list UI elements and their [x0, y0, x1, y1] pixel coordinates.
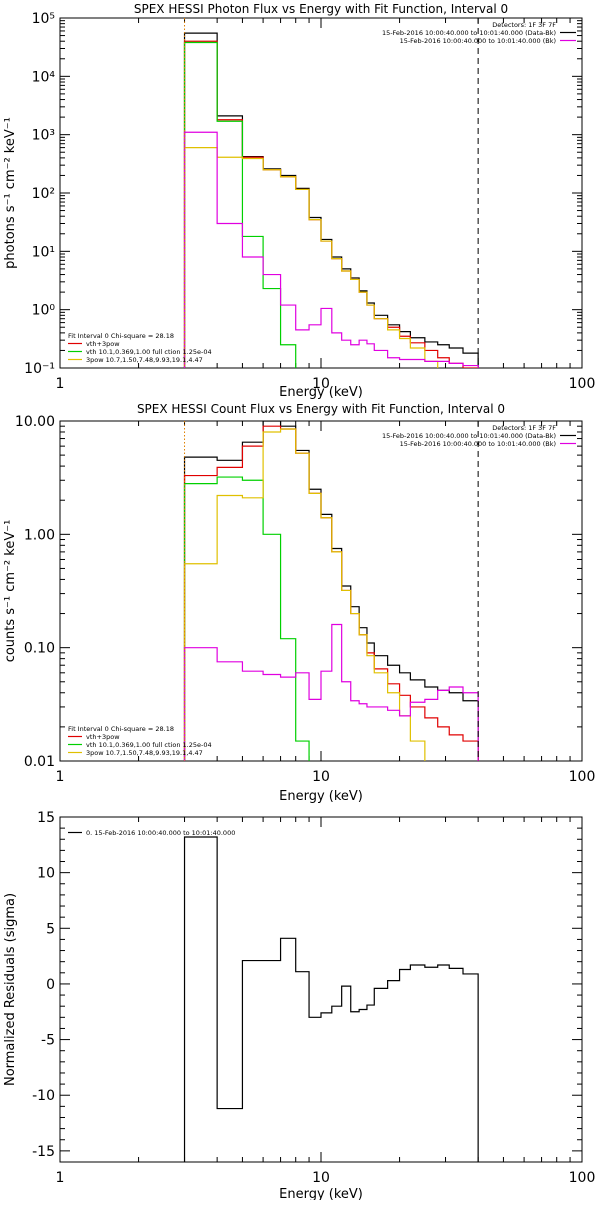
y-tick-label: -5: [41, 1033, 55, 1049]
series-vth-3pow: [183, 40, 479, 368]
x-tick-label: 1: [56, 1170, 65, 1186]
plot-area: [183, 421, 479, 761]
y-tick-label: 0.01: [24, 754, 55, 770]
x-axis-label: Energy (keV): [279, 789, 363, 804]
y-tick-label: 10⁴: [32, 69, 56, 85]
x-tick-label: 100: [569, 769, 596, 785]
x-tick-label: 10: [312, 376, 330, 392]
y-axis-label: Normalized Residuals (sigma): [3, 893, 18, 1086]
fit-legend-entry: Fit Interval 0 Chi-square = 28.18: [68, 725, 174, 733]
x-tick-label: 1: [56, 376, 65, 392]
y-tick-label: 10⁻¹: [24, 361, 55, 377]
y-tick-label: 10⁰: [32, 303, 56, 319]
series-data-bk: [183, 32, 479, 368]
y-axis-label: photons s⁻¹ cm⁻² keV⁻¹: [3, 117, 18, 269]
y-tick-label: 1.00: [24, 527, 55, 543]
x-axis-label: Energy (keV): [279, 385, 363, 400]
legend-entry: 0. 15-Feb-2016 10:00:40.000 to 10:01:40.…: [86, 829, 235, 837]
x-tick-label: 100: [569, 1170, 596, 1186]
legend-entry: 15-Feb-2016 10:00:40.000 to 10:01:40.000…: [382, 432, 556, 440]
fit-legend-entry: 3pow 10.7,1.50,7.48,9.93,19.1,4.47: [86, 356, 203, 364]
plot-frame: [59, 420, 583, 762]
y-tick-label: 0.10: [24, 641, 55, 657]
y-tick-label: 0: [46, 977, 55, 993]
legend-entry: Detectors: 1F 3F 7F: [492, 424, 556, 432]
series-bk: [183, 131, 479, 368]
plot-area: [183, 32, 479, 368]
x-axis-label: Energy (keV): [279, 1187, 363, 1200]
series-bk: [183, 623, 479, 761]
y-tick-label: 10³: [32, 128, 55, 144]
y-tick-label: 10: [37, 866, 55, 882]
fit-legend-entry: Fit Interval 0 Chi-square = 28.18: [68, 332, 174, 340]
y-tick-label: 10²: [32, 186, 55, 202]
legend-entry: 15-Feb-2016 10:00:40.000 to 10:01:40.000…: [400, 37, 556, 45]
chart-title: SPEX HESSI Count Flux vs Energy with Fit…: [137, 402, 505, 416]
y-tick-label: -15: [32, 1144, 55, 1160]
chart-panel-2: 1 10 100 0.01 0.10 1.00 10.00 SPEX HESSI Count …: [3, 402, 595, 804]
y-tick-label: 10⁵: [32, 11, 55, 27]
chart-title: SPEX HESSI Photon Flux vs Energy with Fi…: [134, 2, 508, 16]
plot-frame: [59, 816, 583, 1163]
x-tick-label: 10: [312, 769, 330, 785]
legend-entry: 15-Feb-2016 10:00:40.000 to 10:01:40.000…: [382, 29, 556, 37]
fit-legend-entry: vth 10.1,0.369,1.00 full ction 1.25e-04: [86, 741, 212, 749]
series-residuals: [183, 836, 479, 1162]
y-tick-label: 10¹: [32, 244, 55, 260]
y-axis-label: counts s⁻¹ cm⁻² keV⁻¹: [3, 520, 18, 663]
y-tick-label: -10: [32, 1088, 55, 1104]
series-3pow: [183, 428, 426, 761]
fit-legend-entry: vth+3pow: [86, 733, 120, 741]
chart-panel-3: 1 10 100 -15 -10 -5 0 5 10 15 Energy (keV) Normaliz…: [3, 810, 596, 1202]
x-tick-label: 10: [312, 1170, 330, 1186]
series-vth-3pow: [183, 425, 479, 761]
series-3pow: [183, 147, 439, 368]
fit-legend-entry: vth+3pow: [86, 340, 120, 348]
legend-entry: Detectors: 1F 3F 7F: [492, 21, 556, 29]
x-tick-label: 1: [56, 769, 65, 785]
chart-panel-1: 1 10 100 10⁻¹ 10⁰ 10¹ 10² 10³ 10⁴ 10⁵ SPEX HESSI P…: [3, 2, 596, 400]
y-tick-label: 10.00: [15, 414, 55, 430]
y-tick-label: 15: [37, 810, 55, 826]
y-tick-label: 5: [46, 921, 55, 937]
fit-legend-entry: vth 10.1,0.369,1.00 full ction 1.25e-04: [86, 348, 212, 356]
fit-legend-entry: 3pow 10.7,1.50,7.48,9.93,19.1,4.47: [86, 749, 203, 757]
series-vth: [183, 41, 297, 368]
series-vth: [183, 476, 310, 761]
series-data-bk: [183, 421, 479, 761]
legend-entry: 15-Feb-2016 10:00:40.000 to 10:01:40.000…: [400, 440, 556, 448]
x-tick-label: 100: [569, 376, 596, 392]
plot-area: [183, 836, 479, 1162]
